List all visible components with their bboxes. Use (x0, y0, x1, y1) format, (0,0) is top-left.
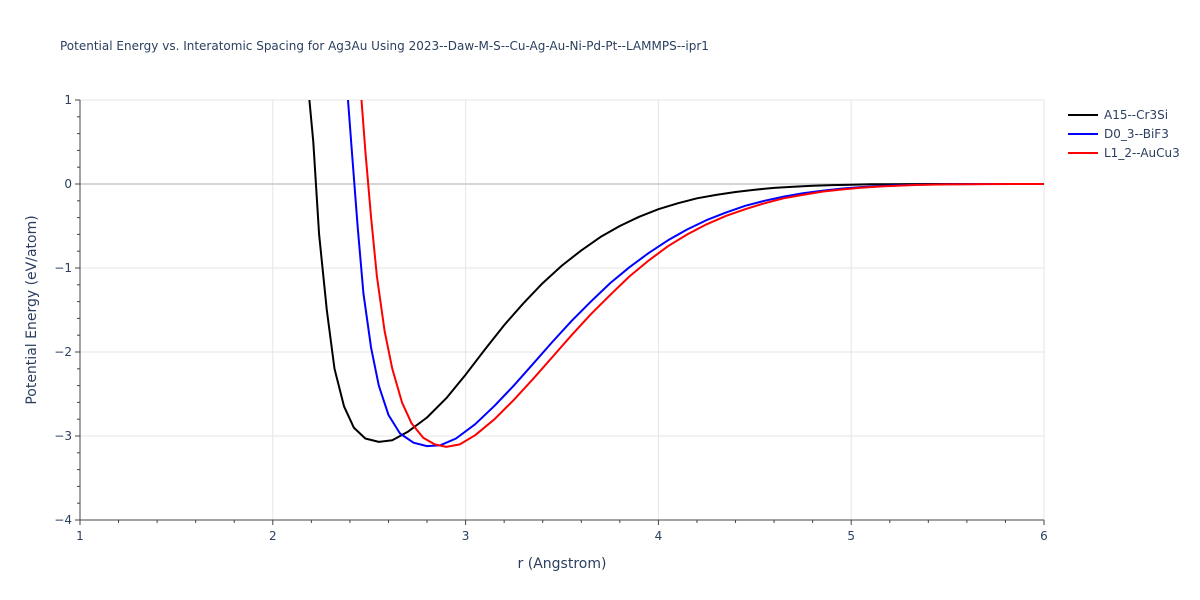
x-tick-label: 2 (269, 529, 277, 543)
legend-label: A15--Cr3Si (1104, 108, 1168, 122)
y-tick-label: −4 (54, 513, 72, 527)
y-tick-label: 0 (64, 177, 72, 191)
chart-title: Potential Energy vs. Interatomic Spacing… (60, 39, 709, 53)
x-tick-label: 5 (847, 529, 855, 543)
y-tick-labels: −4 −3 −2 −1 0 1 (54, 93, 72, 527)
x-tick-label: 3 (462, 529, 470, 543)
x-axis-title: r (Angstrom) (518, 556, 607, 572)
series-line-a15-cr3si (308, 100, 1044, 443)
y-axis-title: Potential Energy (eV/atom) (24, 215, 40, 404)
x-tick-label: 4 (655, 529, 663, 543)
series-lines (308, 100, 1044, 448)
x-tick-label: 6 (1040, 529, 1048, 543)
legend: A15--Cr3Si D0_3--BiF3 L1_2--AuCu3 (1068, 108, 1180, 160)
y-tick-label: −1 (54, 261, 72, 275)
legend-label: D0_3--BiF3 (1104, 127, 1169, 141)
y-tick-label: −3 (54, 429, 72, 443)
y-tick-label: −2 (54, 345, 72, 359)
axes (75, 99, 1045, 525)
series-line-l1-2-aucu3 (360, 100, 1044, 448)
y-tick-label: 1 (64, 93, 72, 107)
x-tick-label: 1 (76, 529, 84, 543)
legend-label: L1_2--AuCu3 (1104, 146, 1180, 160)
x-tick-labels: 1 2 3 4 5 6 (76, 529, 1048, 543)
